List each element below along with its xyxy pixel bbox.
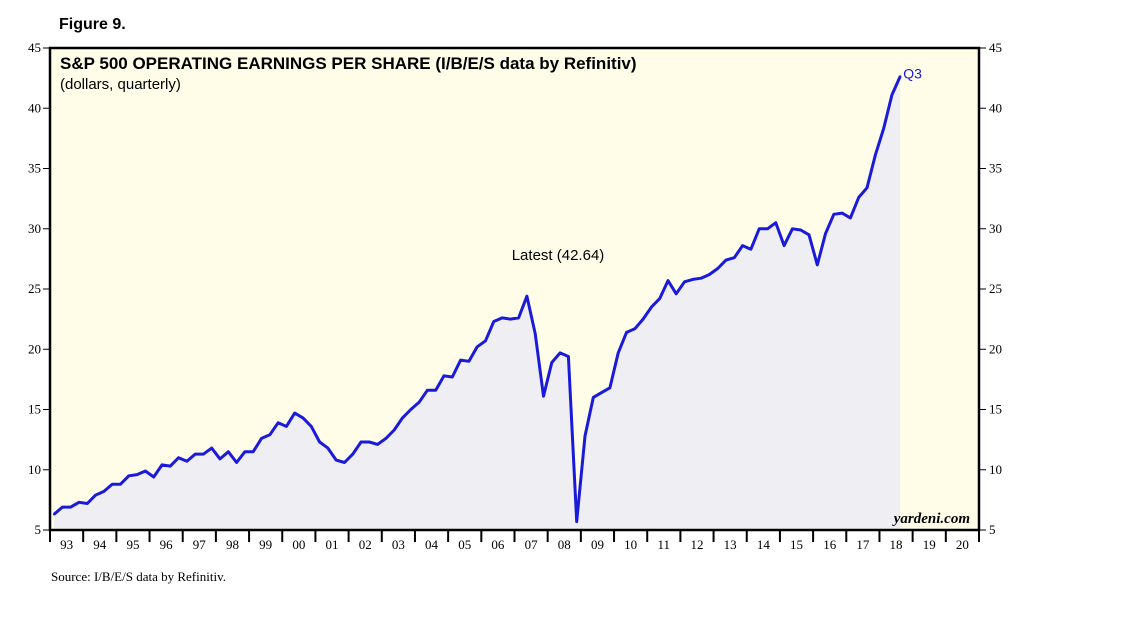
y-tick-label-left: 45 <box>28 40 41 55</box>
x-tick-label: 15 <box>790 537 803 552</box>
y-tick-label-left: 25 <box>28 281 41 296</box>
x-tick-label: 20 <box>956 537 969 552</box>
x-tick-label: 94 <box>93 537 107 552</box>
x-tick-label: 14 <box>757 537 771 552</box>
chart-subtitle: (dollars, quarterly) <box>60 76 181 93</box>
x-tick-label: 13 <box>724 537 737 552</box>
y-tick-label-right: 10 <box>989 462 1002 477</box>
y-axis-left: 5 10 15 20 25 30 35 40 45 <box>28 40 50 537</box>
x-tick-label: 05 <box>458 537 471 552</box>
x-tick-label: 04 <box>425 537 439 552</box>
chart-title: S&P 500 OPERATING EARNINGS PER SHARE (I/… <box>60 54 637 73</box>
y-tick-label-left: 5 <box>35 522 42 537</box>
end-label: Q3 <box>903 65 922 81</box>
x-tick-label: 16 <box>823 537 837 552</box>
x-tick-label: 09 <box>591 537 604 552</box>
x-tick-label: 95 <box>126 537 139 552</box>
x-tick-label: 03 <box>392 537 405 552</box>
plot-frame <box>48 46 981 532</box>
brand-watermark: yardeni.com <box>892 511 970 527</box>
y-tick-label-left: 15 <box>28 402 41 417</box>
x-tick-label: 08 <box>558 537 571 552</box>
x-tick-label: 96 <box>160 537 174 552</box>
y-tick-label-left: 20 <box>28 341 41 356</box>
x-axis: 93 94 95 96 97 98 99 00 01 02 03 04 05 06 07 08 09 10 11 12… <box>49 530 980 552</box>
y-tick-label-left: 40 <box>28 100 41 115</box>
x-tick-label: 19 <box>923 537 936 552</box>
latest-annotation: Latest (42.64) <box>512 247 605 264</box>
y-tick-label-right: 40 <box>989 100 1002 115</box>
source-note: Source: I/B/E/S data by Refinitiv. <box>51 569 226 584</box>
x-tick-label: 12 <box>690 537 703 552</box>
x-tick-label: 17 <box>856 537 870 552</box>
y-tick-label-right: 45 <box>989 40 1002 55</box>
x-tick-label: 99 <box>259 537 272 552</box>
y-tick-label-left: 35 <box>28 161 41 176</box>
y-tick-label-right: 25 <box>989 281 1002 296</box>
y-tick-label-right: 20 <box>989 341 1002 356</box>
y-tick-label-right: 5 <box>989 522 996 537</box>
x-tick-label: 11 <box>658 537 671 552</box>
x-tick-label: 98 <box>226 537 239 552</box>
x-tick-label: 93 <box>60 537 73 552</box>
x-tick-label: 02 <box>359 537 372 552</box>
y-tick-label-right: 15 <box>989 402 1002 417</box>
y-tick-label-left: 10 <box>28 462 41 477</box>
y-tick-label-right: 35 <box>989 161 1002 176</box>
y-axis-right: 5 10 15 20 25 30 35 40 45 <box>979 40 1002 537</box>
x-tick-label: 10 <box>624 537 637 552</box>
x-tick-label: 00 <box>292 537 305 552</box>
figure-label: Figure 9. <box>59 16 126 33</box>
series-area-fill <box>54 76 901 531</box>
x-tick-label: 97 <box>193 537 207 552</box>
x-tick-label: 07 <box>525 537 539 552</box>
x-tick-label: 18 <box>890 537 903 552</box>
x-tick-label: 06 <box>491 537 505 552</box>
y-tick-label-left: 30 <box>28 221 41 236</box>
y-tick-label-right: 30 <box>989 221 1002 236</box>
x-tick-label: 01 <box>326 537 339 552</box>
series-line <box>53 75 902 524</box>
